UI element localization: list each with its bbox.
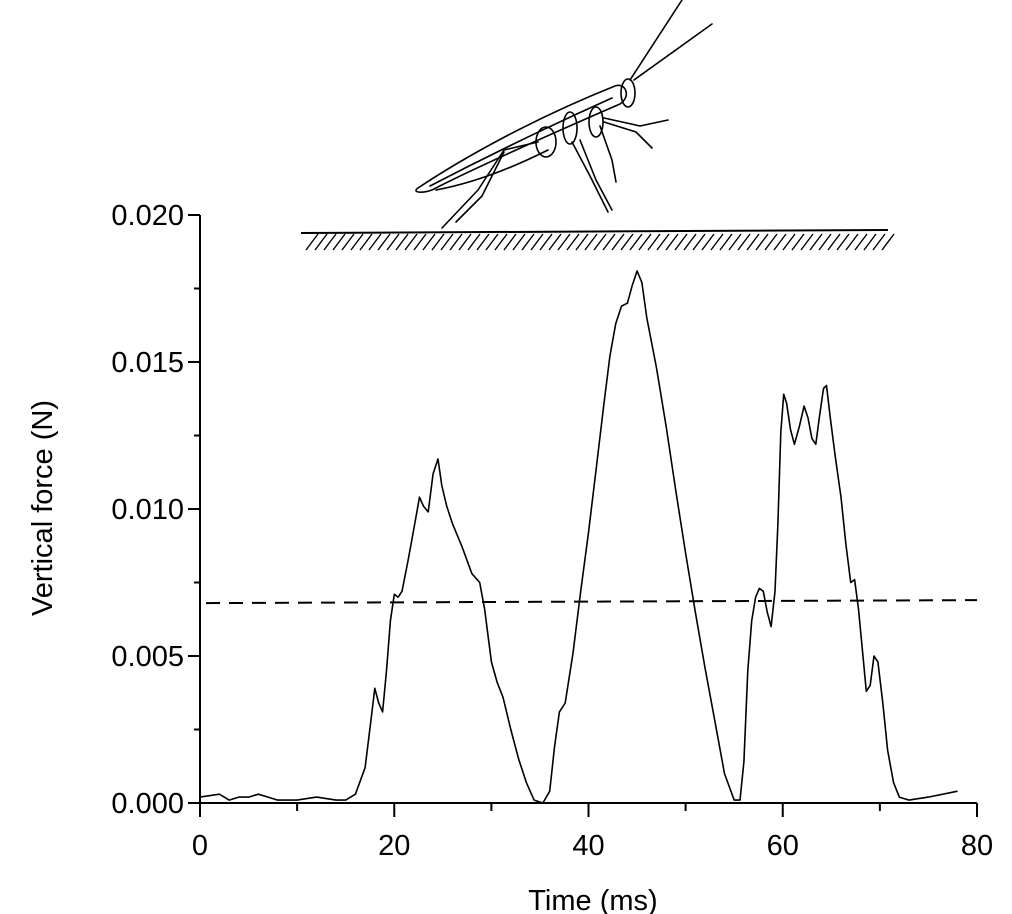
hatch-line	[404, 233, 418, 251]
hatch-line	[539, 233, 553, 251]
hatch-line	[818, 233, 832, 251]
y-tick-label: 0.020	[111, 200, 184, 232]
hatch-line	[692, 233, 706, 251]
hatch-line	[386, 233, 400, 251]
hatch-line	[782, 233, 796, 251]
hatch-line	[521, 233, 535, 251]
hatch-line	[620, 233, 634, 251]
y-tick-label: 0.000	[111, 788, 184, 820]
y-tick-label: 0.015	[111, 347, 184, 379]
hatch-line	[467, 233, 481, 251]
cockroach-illustration	[415, 0, 713, 229]
hatch-line	[458, 233, 472, 251]
hatch-line	[611, 233, 625, 251]
x-tick-label: 20	[378, 830, 410, 862]
hatch-line	[395, 233, 409, 251]
hatch-line	[845, 233, 859, 251]
hatch-line	[854, 233, 868, 251]
hatch-line	[773, 233, 787, 251]
hatch-line	[809, 233, 823, 251]
hatch-line	[548, 233, 562, 251]
hatch-line	[764, 233, 778, 251]
x-tick-label: 60	[767, 830, 799, 862]
x-axis-title: Time (ms)	[528, 885, 657, 914]
hatch-line	[359, 233, 373, 251]
hatch-line	[701, 233, 715, 251]
hatch-line	[728, 233, 742, 251]
hatch-line	[449, 233, 463, 251]
hatch-line	[566, 233, 580, 251]
hatch-line	[800, 233, 814, 251]
hatch-line	[323, 233, 337, 251]
hatch-line	[602, 233, 616, 251]
substrate-hatch	[300, 229, 895, 251]
hatch-line	[485, 233, 499, 251]
hatch-line	[863, 233, 877, 251]
hatch-line	[647, 233, 661, 251]
hatch-line	[656, 233, 670, 251]
x-tick-label: 40	[572, 830, 604, 862]
hatch-line	[494, 233, 508, 251]
hatch-line	[755, 233, 769, 251]
body-weight-line	[205, 599, 978, 605]
hatch-line	[719, 233, 733, 251]
y-axis-title: Vertical force (N)	[27, 400, 59, 616]
hatch-line	[827, 233, 841, 251]
hatch-line	[791, 233, 805, 251]
hatch-line	[737, 233, 751, 251]
y-tick-label: 0.005	[111, 641, 184, 673]
hatch-line	[332, 233, 346, 251]
hatch-line	[683, 233, 697, 251]
hatch-line	[665, 233, 679, 251]
hatch-line	[710, 233, 724, 251]
x-tick-label: 80	[961, 830, 993, 862]
hatch-line	[629, 233, 643, 251]
hatch-line	[440, 233, 454, 251]
hatch-line	[368, 233, 382, 251]
hatch-line	[881, 233, 895, 251]
force-trace-line	[199, 270, 958, 804]
hatch-line	[341, 233, 355, 251]
hatch-line	[557, 233, 571, 251]
hatch-line	[593, 233, 607, 251]
series-layer	[199, 270, 978, 804]
hatch-line	[377, 233, 391, 251]
hatch-line	[305, 233, 319, 251]
hatch-line	[836, 233, 850, 251]
hatch-line	[872, 233, 886, 251]
hatch-line	[575, 233, 589, 251]
x-axis: 0 20 40 60 80	[192, 802, 993, 862]
hatch-line	[512, 233, 526, 251]
hatch-line	[674, 233, 688, 251]
y-axis: 0.000 0.005 0.010 0.015 0.020	[111, 200, 201, 820]
hatch-line	[431, 233, 445, 251]
hatch-line	[413, 233, 427, 251]
hatch-line	[314, 233, 328, 251]
hatch-line	[422, 233, 436, 251]
x-tick-label: 0	[192, 830, 208, 862]
hatch-line	[584, 233, 598, 251]
hatch-line	[350, 233, 364, 251]
hatch-line	[476, 233, 490, 251]
y-tick-label: 0.010	[111, 494, 184, 526]
hatch-line	[638, 233, 652, 251]
hatch-line	[746, 233, 760, 251]
hatch-line	[503, 233, 517, 251]
hatch-line	[530, 233, 544, 251]
